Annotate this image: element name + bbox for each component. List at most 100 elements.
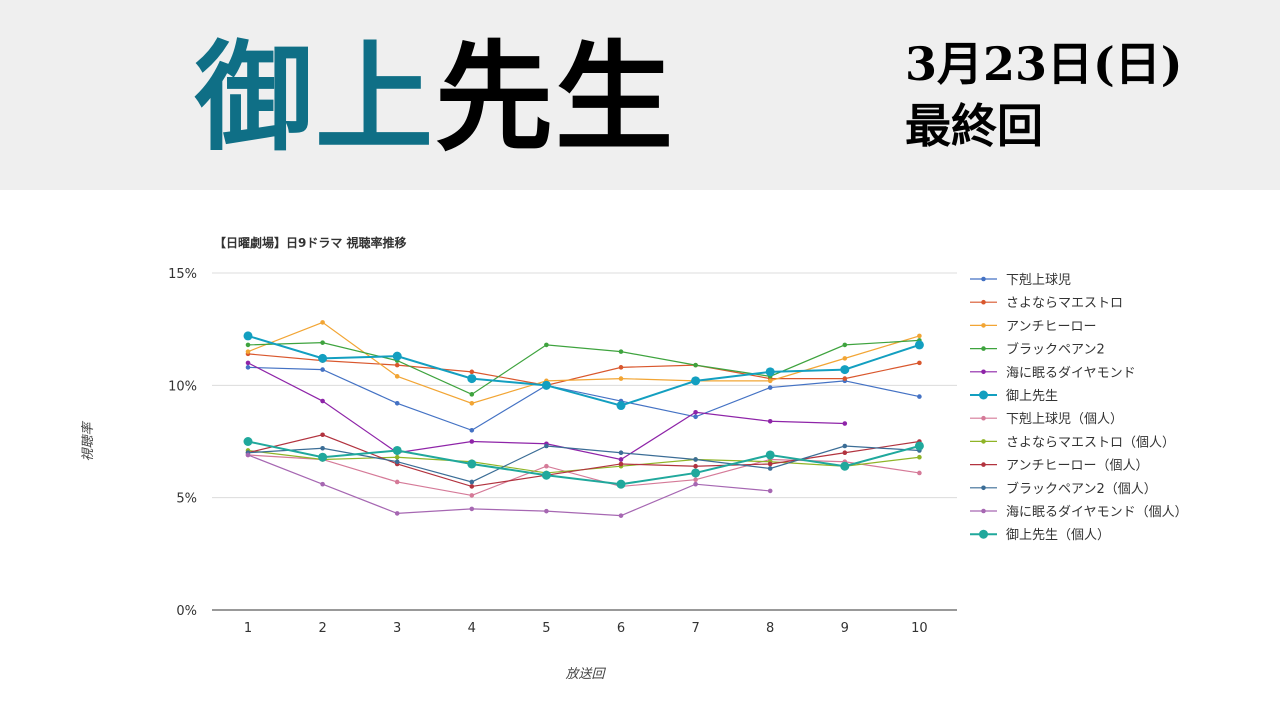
series-line <box>247 366 920 431</box>
data-point <box>394 362 400 368</box>
data-point <box>917 333 922 339</box>
data-point <box>842 376 848 381</box>
x-tick-label: 7 <box>691 621 699 636</box>
show-title: 御上先生 <box>195 28 675 168</box>
legend-marker <box>981 299 986 305</box>
data-point <box>469 493 475 498</box>
data-point <box>318 452 328 462</box>
x-tick-label: 9 <box>841 621 849 636</box>
series-4 <box>245 338 922 397</box>
data-point <box>544 508 549 514</box>
data-point <box>917 360 922 366</box>
data-point <box>544 443 549 449</box>
data-point <box>469 479 475 485</box>
x-tick-label: 4 <box>468 621 476 636</box>
data-point <box>693 477 698 482</box>
legend-label: 御上先生 <box>1006 389 1058 404</box>
series-line <box>247 440 920 486</box>
data-point <box>917 470 922 476</box>
legend-label: さよならマエストロ（個人） <box>1006 435 1175 450</box>
legend-marker <box>981 508 986 514</box>
x-tick-label: 3 <box>393 621 401 636</box>
data-point <box>394 511 400 516</box>
data-point <box>320 445 325 451</box>
data-point <box>618 450 624 456</box>
data-point <box>320 340 325 345</box>
x-tick-label: 6 <box>617 621 625 636</box>
data-point <box>693 457 698 462</box>
data-point <box>320 432 325 438</box>
legend-marker <box>981 462 986 467</box>
data-point <box>469 439 475 444</box>
header-banner: 御上先生 3月23日(日) 最終回 <box>0 0 1280 190</box>
data-point <box>691 376 701 386</box>
data-point <box>245 365 251 370</box>
data-point <box>618 461 624 467</box>
data-point <box>842 342 848 348</box>
data-point <box>840 461 850 471</box>
data-point <box>541 380 551 390</box>
data-point <box>618 365 624 370</box>
data-point <box>765 367 775 377</box>
broadcast-date: 3月23日(日) <box>905 37 1183 91</box>
data-point <box>693 414 698 420</box>
data-point <box>394 374 400 379</box>
data-point <box>245 360 251 366</box>
legend-label: 下剋上球児 <box>1006 273 1071 288</box>
data-point <box>394 401 400 406</box>
data-point <box>469 392 475 397</box>
series-line <box>247 454 771 517</box>
data-point <box>320 320 325 325</box>
data-point <box>394 479 400 485</box>
legend-label: 下剋上球児（個人） <box>1006 412 1123 427</box>
legend-marker <box>979 529 988 539</box>
data-point <box>618 457 624 462</box>
y-tick-label: 5% <box>176 492 197 507</box>
data-point <box>616 479 626 489</box>
data-point <box>320 398 325 404</box>
legend-label: さよならマエストロ <box>1006 296 1123 311</box>
data-point <box>767 488 773 494</box>
data-point <box>693 409 698 415</box>
data-point <box>243 331 253 341</box>
series-line <box>247 454 920 497</box>
data-point <box>767 418 773 424</box>
legend-marker <box>981 439 986 444</box>
data-point <box>842 421 848 426</box>
data-point <box>469 369 475 375</box>
data-point <box>469 484 475 489</box>
data-point <box>469 427 475 433</box>
ratings-line-chart: 【日曜劇場】日9ドラマ 視聴率推移 0% 5% 10% 15% 1 2 3 4 5 6 7 8 9 10 視聴… <box>80 235 1188 682</box>
data-point <box>541 470 551 480</box>
data-point <box>842 450 848 456</box>
data-point <box>842 443 848 449</box>
data-point <box>917 394 922 399</box>
data-point <box>245 349 251 354</box>
legend-marker <box>981 346 986 351</box>
legend-label: ブラックペアン2 <box>1006 342 1105 358</box>
series-7 <box>245 452 922 498</box>
data-point <box>320 481 325 487</box>
data-point <box>914 441 924 451</box>
series-line <box>247 334 920 407</box>
data-point <box>840 365 850 375</box>
data-point <box>469 401 475 406</box>
x-axis-label: 放送回 <box>565 667 606 682</box>
data-point <box>914 340 924 350</box>
episode-label: 最終回 <box>905 99 1043 153</box>
x-tick-label: 2 <box>318 621 326 636</box>
series-6 <box>243 331 924 411</box>
x-tick-label: 5 <box>542 621 550 636</box>
data-point <box>917 454 922 460</box>
legend-marker <box>981 276 986 282</box>
data-point <box>544 463 549 469</box>
data-point <box>618 376 624 381</box>
data-point <box>392 445 402 455</box>
data-point <box>842 356 848 361</box>
legend-label: アンチヒーロー（個人） <box>1006 459 1148 474</box>
data-point <box>467 374 477 384</box>
legend-label: ブラックペアン2（個人） <box>1006 481 1157 497</box>
data-point <box>767 461 773 467</box>
data-point <box>392 351 402 361</box>
data-point <box>467 459 477 469</box>
